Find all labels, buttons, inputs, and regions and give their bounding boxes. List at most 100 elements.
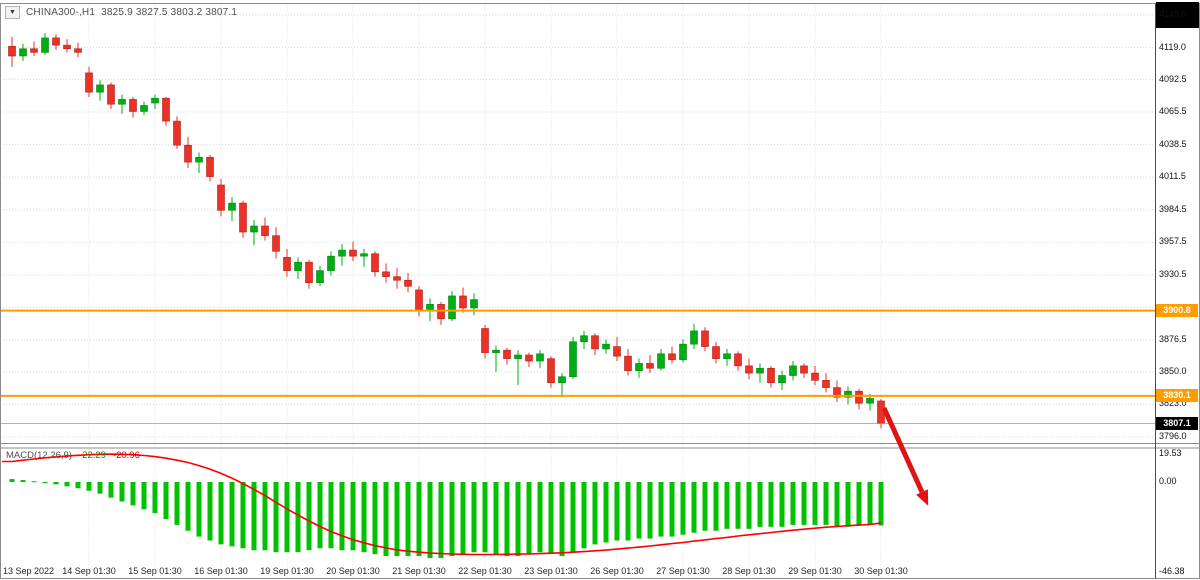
trend-arrow-head [916, 489, 929, 506]
candle-body [349, 249, 357, 257]
candle-body [734, 353, 742, 367]
candle-body [646, 363, 654, 369]
candle-body [767, 367, 775, 384]
candle-body [305, 261, 313, 283]
macd-indicator-name: MACD(12,26,9) [6, 450, 72, 461]
ohlc-values-label: 3825.9 3827.5 3803.2 3807.1 [101, 7, 238, 18]
level-price-badge: 3900.8 [1156, 303, 1198, 317]
candle-body [140, 105, 148, 112]
candle-body [118, 99, 126, 105]
candle-body [514, 354, 522, 359]
candle-body [360, 253, 368, 257]
price-tick-label: 4038.5 [1159, 138, 1187, 149]
candle-body [173, 120, 181, 146]
price-tick-label: 3930.5 [1159, 268, 1187, 279]
time-axis-label: 28 Sep 01:30 [722, 566, 776, 576]
candle-body [866, 398, 874, 404]
macd-histogram-bar [592, 482, 598, 545]
time-axis-label: 15 Sep 01:30 [128, 566, 182, 576]
candle-body [74, 48, 82, 53]
macd-histogram-bar [339, 482, 345, 551]
time-axis[interactable]: 13 Sep 2022 14 Sep 01:30 15 Sep 01:30 16 Se… [0, 0, 1155, 580]
candle-body [745, 365, 753, 374]
candle-body [624, 355, 632, 371]
time-axis-label: 22 Sep 01:30 [458, 566, 512, 576]
candle-body [591, 335, 599, 350]
macd-histogram-bar [306, 482, 312, 551]
candle-body [316, 270, 324, 283]
time-axis-label: 16 Sep 01:30 [194, 566, 248, 576]
chart-title: ▼ CHINA300-,H1 3825.9 3827.5 3803.2 3807… [5, 6, 237, 19]
price-tick-label: 3957.5 [1159, 236, 1187, 247]
macd-histogram-bar [394, 482, 400, 557]
candle-body [481, 328, 489, 353]
macd-histogram-bar [581, 482, 587, 549]
candle-body [8, 46, 16, 57]
macd-histogram-bar [647, 482, 653, 539]
macd-histogram-bar [570, 482, 576, 553]
time-axis-label: 23 Sep 01:30 [524, 566, 578, 576]
macd-histogram-bar [867, 482, 873, 525]
macd-histogram-bar [97, 482, 103, 494]
trend-arrow-line[interactable] [881, 406, 925, 494]
candle-body [712, 346, 720, 359]
candle-body [613, 346, 621, 357]
candle-body [184, 144, 192, 163]
macd-histogram-bar [108, 482, 114, 498]
macd-histogram-bar [614, 482, 620, 541]
current-price-badge: 3807.1 [1156, 416, 1198, 430]
symbol-timeframe-label: CHINA300-,H1 [26, 7, 96, 18]
price-axis[interactable]: 4146.0 4119.0 4092.5 4065.5 4038.5 4011.5 3984… [1155, 0, 1200, 580]
macd-current-value: -22.29 [79, 450, 106, 461]
candle-body [206, 156, 214, 177]
price-tick-label: 4065.5 [1159, 106, 1187, 117]
time-axis-label: 21 Sep 01:30 [392, 566, 446, 576]
candle-body [701, 330, 709, 347]
candle-body [162, 97, 170, 122]
candle-body [778, 375, 786, 384]
macd-histogram-bar [702, 482, 708, 531]
macd-histogram-bar [416, 482, 422, 557]
candle-body [811, 372, 819, 381]
macd-histogram-bar [328, 482, 334, 549]
candle-body [547, 358, 555, 384]
candle-body [459, 295, 467, 309]
macd-histogram-bar [350, 482, 356, 551]
macd-histogram-bar [603, 482, 609, 543]
macd-histogram-bar [691, 482, 697, 533]
macd-histogram-bar [207, 482, 213, 541]
macd-histogram-bar [438, 482, 444, 559]
time-axis-label: 30 Sep 01:30 [854, 566, 908, 576]
macd-label-row: MACD(12,26,9) -22.29 -20.96 [6, 450, 140, 461]
macd-histogram-bar [482, 482, 488, 553]
price-tick-label: 3823.0 [1159, 398, 1187, 409]
macd-histogram-bar [383, 482, 389, 557]
macd-histogram-bar [515, 482, 521, 557]
candle-body [41, 37, 49, 53]
price-tick-label: 4146.0 [1159, 9, 1187, 19]
macd-histogram-bar [317, 482, 323, 549]
macd-histogram-bar [240, 482, 246, 549]
macd-histogram-bar [504, 482, 510, 557]
price-tick-label: 4119.0 [1159, 41, 1186, 52]
candle-body [679, 343, 687, 361]
time-axis-label: 20 Sep 01:30 [326, 566, 380, 576]
candle-body [580, 335, 588, 343]
candle-body [283, 257, 291, 271]
candle-body [52, 37, 60, 46]
macd-histogram-bar [801, 482, 807, 525]
candle-body [371, 253, 379, 273]
macd-histogram-bar [86, 482, 92, 491]
symbol-dropdown-button[interactable]: ▼ [5, 6, 20, 19]
candle-body [723, 353, 731, 359]
macd-histogram-bar [790, 482, 796, 525]
macd-histogram-bar [713, 482, 719, 531]
axis-top-box [1156, 2, 1199, 28]
price-tick-label: 4092.5 [1159, 73, 1187, 84]
candle-body [833, 387, 841, 398]
candle-body [294, 261, 302, 271]
time-axis-label: 26 Sep 01:30 [590, 566, 644, 576]
candle-body [503, 349, 511, 359]
